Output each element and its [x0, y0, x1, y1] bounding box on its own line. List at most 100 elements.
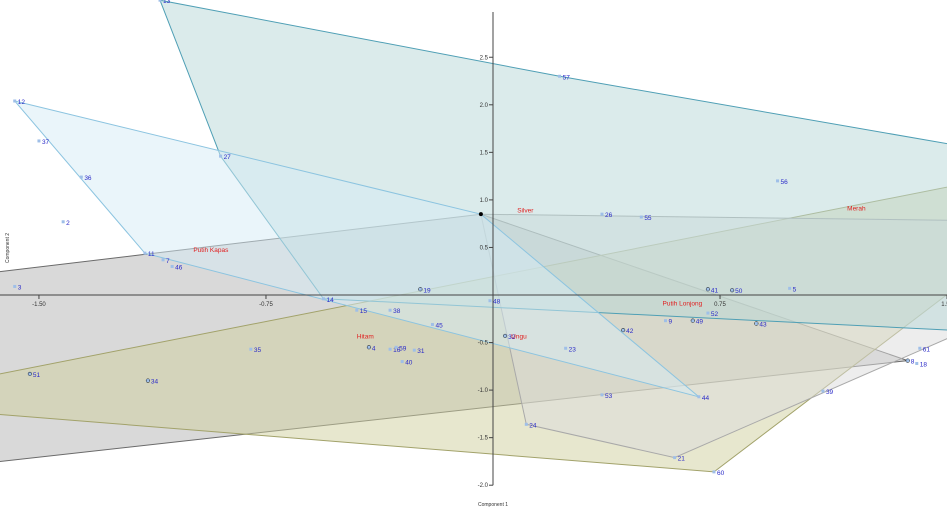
point-label: 14 — [326, 297, 334, 304]
group-label: Putih Lonjong — [663, 300, 703, 307]
data-point-5: 5 — [788, 286, 797, 293]
point-marker — [367, 345, 371, 349]
y-tick-label: -1.0 — [478, 388, 489, 394]
point-label: 15 — [360, 308, 368, 315]
point-marker — [158, 0, 162, 2]
data-point-51: 51 — [28, 372, 40, 379]
point-marker — [621, 328, 625, 332]
black-marker — [478, 212, 483, 217]
point-label: 60 — [717, 470, 725, 477]
x-axis-title: Component 1 — [478, 502, 508, 508]
data-point-52: 52 — [706, 311, 719, 318]
point-label: 11 — [148, 251, 155, 258]
y-tick-label: -2.0 — [478, 483, 489, 489]
data-point-19: 19 — [418, 287, 431, 294]
point-marker — [558, 74, 562, 78]
y-tick-label: 2.5 — [480, 55, 489, 61]
data-point-31: 31 — [412, 348, 425, 355]
data-point-18: 18 — [915, 361, 927, 368]
point-marker — [788, 286, 792, 290]
point-label: 56 — [781, 179, 789, 186]
point-label: 31 — [417, 348, 425, 355]
point-marker — [13, 99, 17, 103]
data-point-44: 44 — [697, 395, 709, 402]
point-label: 43 — [759, 322, 767, 329]
data-point-45: 45 — [430, 322, 443, 329]
point-label: 39 — [826, 389, 834, 396]
point-label: 52 — [711, 311, 719, 318]
y-tick-label: 1.0 — [480, 198, 489, 204]
point-marker — [639, 215, 643, 219]
data-point-49: 49 — [691, 319, 703, 326]
data-point-4: 4 — [367, 345, 376, 352]
data-point-42: 42 — [621, 328, 634, 335]
point-label: 37 — [42, 139, 50, 146]
data-point-46: 46 — [170, 264, 183, 271]
point-marker — [664, 319, 668, 323]
point-marker — [388, 308, 392, 312]
group-label: Ungu — [511, 334, 527, 341]
point-marker — [321, 297, 325, 301]
point-label: 61 — [923, 346, 931, 353]
point-label: 34 — [151, 379, 159, 386]
point-label: 19 — [423, 287, 431, 294]
group-labels: Silver Merah Putih Kapas Putih Lonjong Hitam… — [193, 205, 866, 340]
point-label: 53 — [605, 393, 613, 400]
point-marker — [79, 175, 83, 179]
data-point-56: 56 — [776, 179, 788, 186]
group-label: Merah — [847, 205, 866, 212]
group-label: Putih Kapas — [193, 247, 229, 254]
point-label: 50 — [735, 288, 743, 295]
data-point-9: 9 — [664, 319, 673, 326]
point-marker — [13, 284, 17, 288]
data-point-35: 35 — [249, 347, 261, 354]
data-point-40: 40 — [400, 360, 413, 367]
point-marker — [28, 372, 32, 376]
point-marker — [918, 346, 922, 350]
point-label: 9 — [669, 319, 673, 326]
point-marker — [697, 395, 701, 399]
point-label: 26 — [605, 212, 613, 219]
point-marker — [418, 287, 422, 291]
point-label: 59 — [399, 345, 407, 352]
group-label: Silver — [517, 207, 534, 214]
data-point-3: 3 — [13, 284, 22, 291]
data-points: 1234567891011121314151617181920212223242… — [13, 0, 931, 477]
point-marker — [146, 379, 150, 383]
data-point-14: 14 — [321, 297, 334, 304]
x-tick-label: -0.75 — [259, 302, 273, 308]
x-tick-label: -1.50 — [32, 302, 46, 308]
point-marker — [600, 393, 604, 397]
point-label: 3 — [18, 284, 22, 291]
x-tick-label: 0.75 — [714, 302, 726, 308]
point-label: 40 — [405, 360, 413, 367]
point-marker — [412, 348, 416, 352]
data-point-57: 57 — [558, 74, 570, 81]
point-label: 4 — [372, 345, 376, 352]
data-point-23: 23 — [564, 346, 576, 353]
point-label: 24 — [529, 422, 537, 429]
point-label: 48 — [493, 299, 501, 306]
data-point-48: 48 — [488, 299, 501, 306]
data-point-12: 12 — [13, 99, 25, 106]
data-point-34: 34 — [146, 379, 159, 386]
data-point-2: 2 — [61, 220, 70, 227]
data-point-13: 13 — [158, 0, 171, 5]
data-point-24: 24 — [524, 422, 537, 429]
point-label: 12 — [18, 99, 26, 106]
point-marker — [61, 220, 65, 224]
point-marker — [170, 264, 174, 268]
data-point-55: 55 — [639, 215, 652, 222]
data-point-8: 8 — [906, 359, 915, 366]
point-marker — [673, 456, 677, 460]
data-point-39: 39 — [821, 389, 834, 396]
point-label: 49 — [696, 319, 704, 326]
x-tick-label: 1.50 — [941, 302, 947, 308]
point-marker — [754, 322, 758, 326]
point-marker — [564, 346, 568, 350]
point-label: 16 — [393, 347, 401, 354]
point-label: 21 — [678, 456, 686, 463]
point-marker — [355, 308, 359, 312]
point-label: 32 — [508, 334, 516, 341]
